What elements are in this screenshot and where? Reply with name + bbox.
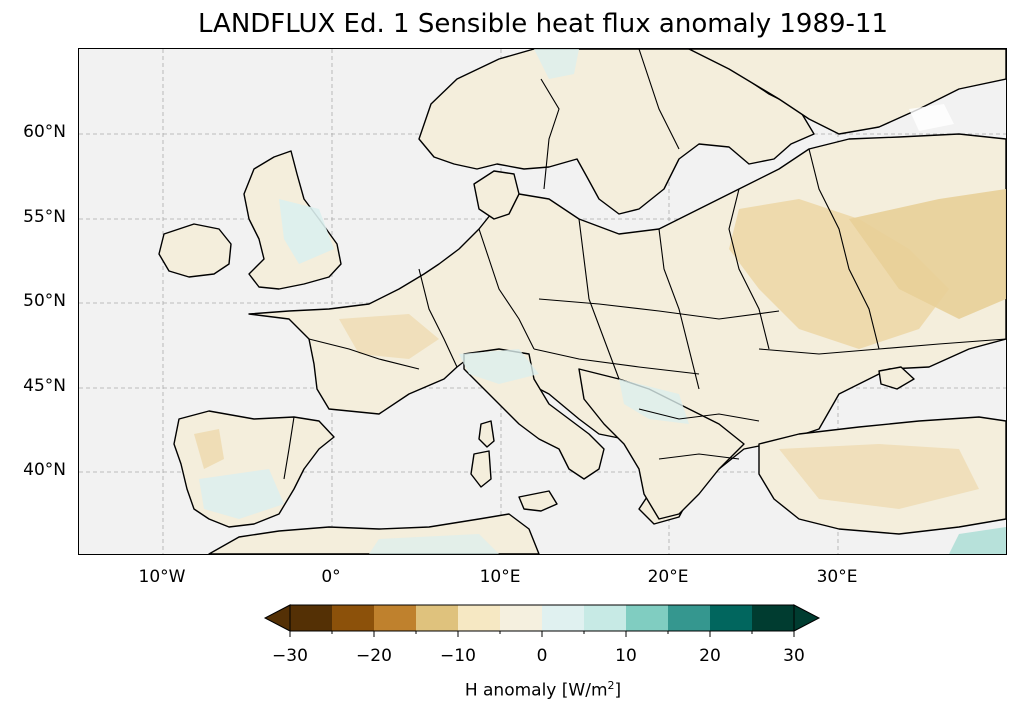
lon-label-0: 0° — [321, 567, 341, 587]
ireland — [158, 223, 232, 278]
corsica — [478, 420, 495, 448]
colorbar-bin — [290, 605, 333, 631]
colorbar — [263, 604, 821, 637]
map-frame — [78, 48, 1007, 555]
colorbar-tick-label-0: 0 — [536, 646, 548, 666]
colorbar-ticks — [289, 631, 795, 637]
colorbar-bins — [263, 604, 821, 632]
denmark — [473, 170, 520, 220]
colorbar-bin — [584, 605, 627, 631]
map-canvas — [79, 49, 1006, 554]
colorbar-bin — [332, 605, 375, 631]
colorbar-title-sup: 2 — [607, 679, 615, 692]
lat-label-50n: 50°N — [23, 291, 66, 311]
crimea — [878, 366, 915, 390]
colorbar-bin — [710, 605, 753, 631]
colorbar-tick-label-30: 30 — [783, 646, 805, 666]
colorbar-title-end: ] — [614, 680, 622, 701]
anomaly-patches — [194, 49, 1006, 554]
colorbar-title-text: H anomaly [W/m — [464, 680, 608, 701]
lat-label-40n: 40°N — [23, 460, 66, 480]
colorbar-tick-label-10: 10 — [615, 646, 637, 666]
country-borders — [283, 49, 1006, 480]
colorbar-extend-high — [793, 604, 821, 632]
colorbar-bin — [626, 605, 669, 631]
colorbar-bin — [374, 605, 417, 631]
colorbar-title: H anomaly [W/m2] — [266, 679, 820, 701]
lon-label-20e: 20°E — [647, 567, 689, 587]
colorbar-tick-label-20: 20 — [699, 646, 721, 666]
colorbar-bin — [752, 605, 795, 631]
scandinavia — [418, 49, 815, 215]
colorbar-tick-label-neg30: −30 — [272, 646, 308, 666]
colorbar-tick-label-neg10: −10 — [440, 646, 476, 666]
lat-label-45n: 45°N — [23, 376, 66, 396]
colorbar-bin — [500, 605, 543, 631]
lon-label-30e: 30°E — [816, 567, 858, 587]
lat-label-55n: 55°N — [23, 207, 66, 227]
sardinia — [470, 450, 492, 488]
colorbar-bin — [542, 605, 585, 631]
lat-label-60n: 60°N — [23, 122, 66, 142]
sicily — [518, 490, 558, 512]
lon-label-10w: 10°W — [138, 567, 186, 587]
colorbar-bin — [668, 605, 711, 631]
finland-russia — [688, 49, 1006, 135]
map-title: LANDFLUX Ed. 1 Sensible heat flux anomal… — [197, 9, 889, 39]
colorbar-bin — [416, 605, 459, 631]
lon-label-10e: 10°E — [479, 567, 521, 587]
colorbar-tick-label-neg20: −20 — [356, 646, 392, 666]
colorbar-bin — [458, 605, 501, 631]
colorbar-extend-low — [263, 604, 291, 632]
